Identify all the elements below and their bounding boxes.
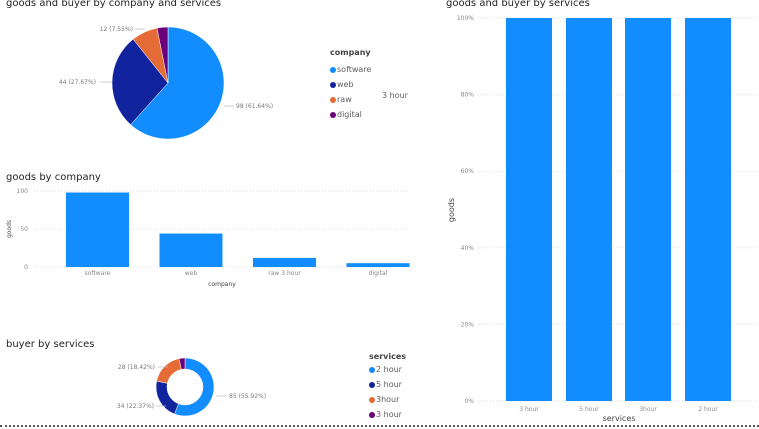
services-bar-chart-title: goods and buyer by services [446,0,590,9]
data-label: 98 (61.64%) [236,103,273,110]
y-tick-label: 100 [17,188,29,195]
bar-digital[interactable] [346,263,410,267]
x-tick-label: software [85,270,111,277]
y-tick-label: 80% [461,92,475,99]
pie-chart-title: goods and buyer by company and services [6,0,222,9]
x-tick-label: raw 3 hour [268,270,301,277]
bar-5-hour[interactable] [566,18,612,401]
y-tick-label: 0 [24,264,28,271]
slice-software[interactable] [130,26,225,140]
bar-chart-title: goods by company [6,172,101,183]
company-legend: company software web raw digital [330,48,371,122]
legend-label: 5 hour [376,380,402,389]
data-label: 28 (18.42%) [118,364,155,371]
legend-item-3-hour[interactable]: 3 hour [369,407,406,422]
x-tick-label: 2 hour [698,406,718,413]
legend-item-3hour[interactable]: 3hour [369,392,406,407]
legend-title: company [330,48,371,57]
legend-dot-icon [369,381,375,388]
bar-software[interactable] [66,192,129,267]
x-tick-label: 5 hour [579,406,599,413]
services-legend: services 2 hour 5 hour 3hour 3 hour [369,352,406,422]
legend-dot-icon [369,366,375,373]
legend-item-software[interactable]: software [330,62,371,77]
data-label: 85 (55.92%) [229,393,266,400]
slice-5-hour[interactable] [155,380,179,415]
x-tick-label: 3 hour [519,406,539,413]
slice-2-hour[interactable] [174,357,215,417]
data-label: 12 (7.55%) [100,26,133,33]
legend-extra-label: 3 hour [382,91,408,100]
legend-label: digital [337,110,362,119]
x-tick-label: 3hour [639,406,657,413]
y-tick-label: 0% [464,398,474,405]
services-donut-chart: 85 (55.92%) 34 (22.37%) 28 (18.42%) [117,357,266,417]
legend-item-2-hour[interactable]: 2 hour [369,362,406,377]
bottom-divider [0,425,759,427]
goods-by-services-chart: 0% 20% 40% 60% 80% 100% 3 hour 5 hour 3hour 2 hou… [447,15,759,423]
legend-label: web [337,80,354,89]
bar-3-hour[interactable] [506,18,552,401]
y-tick-label: 40% [461,245,475,252]
slice-web[interactable] [111,38,169,126]
x-axis-title: services [603,414,636,423]
slice-digital[interactable] [156,26,169,84]
legend-item-web[interactable]: web [330,77,371,92]
bar-raw-3-hour[interactable] [253,257,316,267]
bar-web[interactable] [159,233,223,267]
data-label: 34 (22.37%) [117,403,154,410]
legend-label: 3 hour [376,410,402,419]
legend-label: 3hour [376,395,400,404]
y-tick-label: 60% [461,168,475,175]
legend-dot-icon [330,66,336,73]
x-tick-label: digital [369,270,388,277]
data-label: 44 (27.67%) [59,79,96,86]
goods-by-company-chart: 0 50 100 software web raw 3 hour digital compan… [6,188,410,288]
legend-item-5-hour[interactable]: 5 hour [369,377,406,392]
y-tick-label: 50 [20,226,28,233]
legend-dot-icon [330,96,336,103]
y-axis-title: goods [6,220,13,238]
legend-item-raw[interactable]: raw [330,92,371,107]
x-tick-label: web [185,270,198,277]
legend-title: services [369,352,407,361]
legend-label: 2 hour [376,365,402,374]
legend-dot-icon [330,111,336,118]
y-tick-label: 100% [457,15,474,22]
legend-dot-icon [369,411,375,418]
y-tick-label: 20% [461,321,475,328]
bar-2-hour[interactable] [685,18,731,401]
y-axis-title: goods [447,198,456,222]
x-axis-title: company [208,281,236,288]
legend-label: software [337,65,372,74]
legend-item-digital[interactable]: digital [330,107,371,122]
legend-dot-icon [369,396,375,403]
slice-3hour[interactable] [156,358,182,384]
slice-3-hour[interactable] [178,357,186,370]
legend-dot-icon [330,81,336,88]
legend-label: raw [337,95,352,104]
company-pie-chart: 98 (61.64%) 44 (27.67%) 12 (7.55%) [59,26,273,140]
bar-3hour[interactable] [625,18,671,401]
donut-chart-title: buyer by services [6,339,95,350]
